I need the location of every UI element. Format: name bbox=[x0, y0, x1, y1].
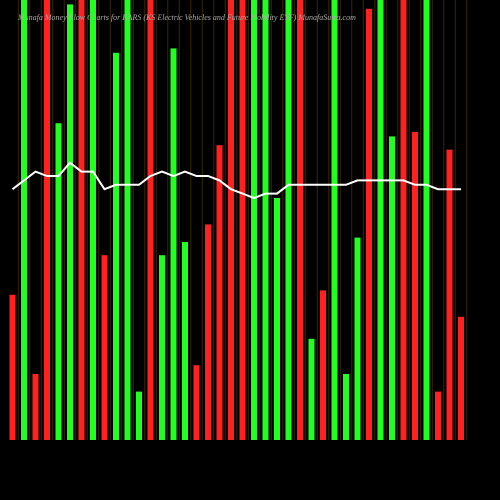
bar bbox=[228, 0, 234, 440]
bar bbox=[147, 0, 154, 440]
bar bbox=[136, 391, 142, 440]
bar bbox=[274, 198, 280, 440]
bar bbox=[216, 145, 223, 440]
bar bbox=[366, 8, 372, 441]
bar bbox=[331, 0, 338, 440]
bar bbox=[78, 0, 85, 440]
bar bbox=[182, 242, 188, 440]
bar bbox=[21, 0, 27, 440]
bar bbox=[101, 255, 108, 440]
bar bbox=[239, 0, 246, 440]
bar bbox=[44, 0, 50, 440]
bar bbox=[285, 0, 292, 440]
bar bbox=[113, 52, 119, 441]
bar bbox=[423, 0, 430, 440]
bar bbox=[446, 149, 453, 440]
bar bbox=[308, 338, 315, 440]
bar bbox=[205, 224, 211, 440]
bar bbox=[389, 136, 395, 440]
bar bbox=[90, 0, 96, 440]
bar bbox=[343, 374, 349, 440]
bar bbox=[193, 365, 200, 440]
bar bbox=[435, 391, 441, 440]
bar bbox=[377, 0, 384, 440]
bar bbox=[320, 290, 326, 440]
bar bbox=[458, 316, 464, 440]
bar bbox=[354, 237, 361, 440]
bar bbox=[297, 0, 303, 440]
bar bbox=[170, 48, 177, 441]
bar bbox=[124, 0, 131, 440]
bar bbox=[412, 132, 418, 440]
bar bbox=[159, 255, 165, 440]
bar bbox=[67, 4, 73, 441]
plot-area bbox=[9, 0, 468, 441]
bar bbox=[9, 294, 16, 440]
chart-title: Munafa Money Flow Charts for KARS (KS El… bbox=[17, 13, 356, 22]
bar bbox=[32, 374, 39, 440]
bar bbox=[251, 0, 257, 440]
bar bbox=[400, 0, 407, 440]
bar bbox=[262, 0, 269, 440]
flow-line bbox=[11, 161, 461, 200]
bar bbox=[55, 123, 62, 440]
